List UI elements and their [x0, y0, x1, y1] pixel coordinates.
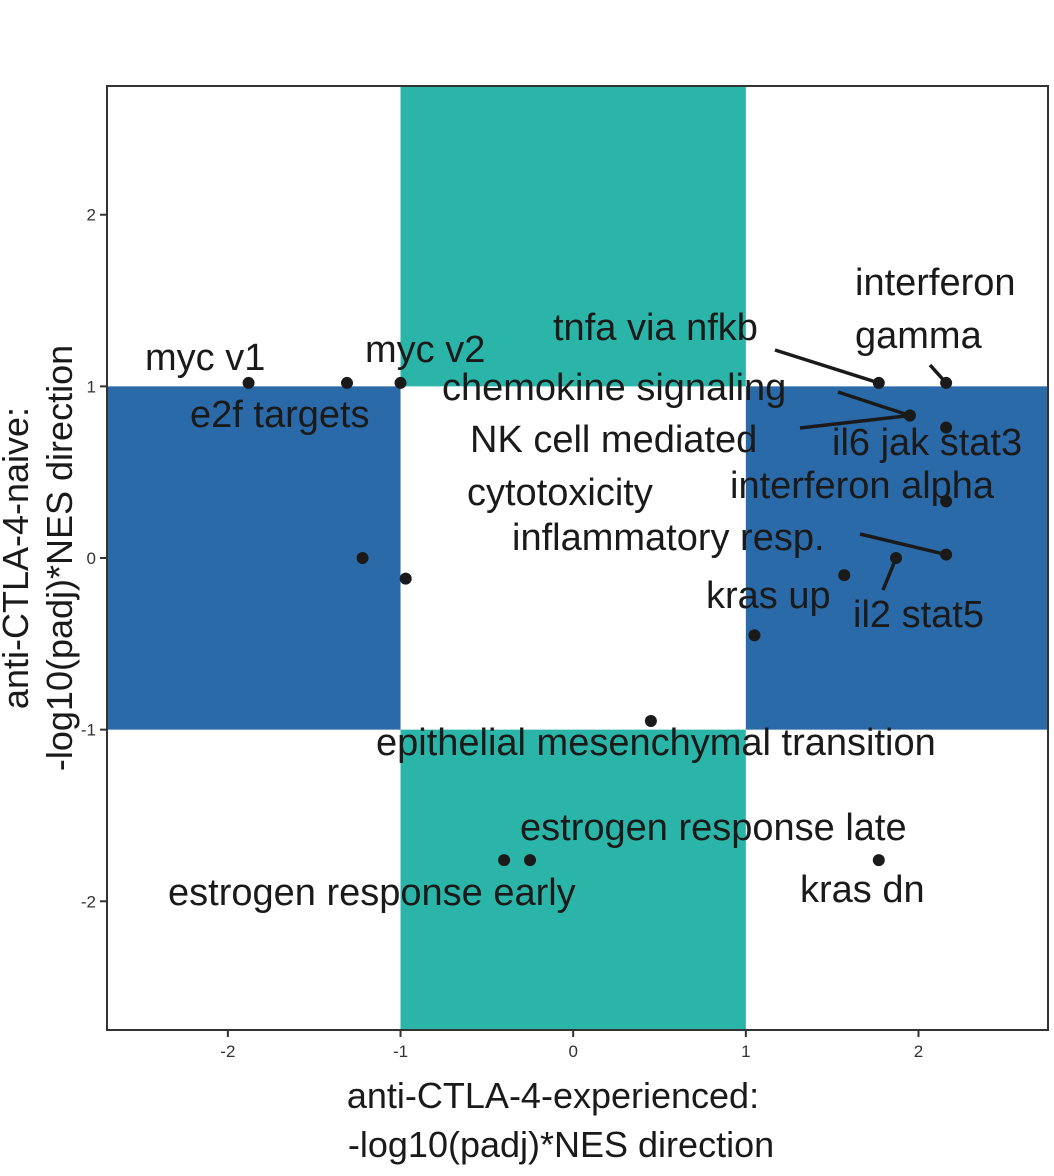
data-point: [903, 409, 916, 422]
data-point: [872, 854, 885, 867]
point-label-tnfa-via-nfkb: tnfa via nfkb: [553, 307, 758, 349]
point-label-estrogen-response-late: estrogen response late: [520, 807, 907, 849]
band-vertical-2: [400, 729, 746, 1030]
x-axis-title-line-1: anti-CTLA-4-experienced:: [347, 1075, 759, 1116]
point-label-il6-jak-stat3: il6 jak stat3: [832, 422, 1022, 464]
data-point: [940, 376, 953, 389]
y-axis-title: anti-CTLA-4-naive: -log10(padj)*NES dire…: [0, 345, 80, 771]
data-point: [940, 495, 953, 508]
point-label-kras-dn: kras dn: [800, 869, 925, 911]
data-point: [242, 376, 255, 389]
point-label-inflammatory-resp: inflammatory resp.: [512, 517, 825, 559]
y-tick-label: -2: [81, 892, 96, 911]
y-tick-label: 1: [87, 377, 96, 396]
x-tick-label: 0: [568, 1042, 577, 1061]
data-point: [524, 854, 537, 867]
data-point: [872, 376, 885, 389]
x-tick-label: 2: [914, 1042, 923, 1061]
label-connector: [859, 532, 947, 557]
point-label-estrogen-response-early: estrogen response early: [168, 872, 576, 914]
point-label-interferon-gamma-line-2: gamma: [855, 315, 983, 357]
point-label-nk-cell-mediated-cytotoxicity-line-2: cytotoxicity: [467, 472, 653, 514]
y-tick-label: 2: [87, 206, 96, 225]
label-connector: [774, 348, 880, 385]
point-label-epithelial-mesenchymal-transition: epithelial mesenchymal transition: [376, 722, 936, 764]
x-axis-ticks: -2 -1 0 1 2: [220, 1030, 923, 1061]
data-point: [394, 376, 407, 389]
point-label-myc-v1: myc v1: [145, 337, 265, 379]
point-label-interferon-alpha: interferon alpha: [730, 465, 995, 507]
data-point: [748, 629, 761, 642]
band-horizontal-3: [107, 386, 401, 730]
data-point: [399, 572, 412, 585]
y-axis-title-line-2: -log10(padj)*NES direction: [39, 345, 80, 771]
band-vertical-1: [400, 86, 746, 387]
label-connector: [837, 390, 911, 418]
y-tick-label: 0: [87, 549, 96, 568]
x-axis-title-line-2: -log10(padj)*NES direction: [348, 1124, 774, 1165]
point-label-kras-up: kras up: [706, 575, 831, 617]
point-label-nk-cell-mediated-cytotoxicity-line-1: NK cell mediated: [470, 419, 757, 461]
point-label-e2f-targets: e2f targets: [190, 394, 370, 436]
x-tick-label: -2: [220, 1042, 235, 1061]
point-label-layer: myc v1 e2f targets myc v2 tnfa via nfkb inte…: [145, 262, 1022, 914]
data-point: [340, 376, 353, 389]
y-axis-title-line-1: anti-CTLA-4-naive:: [0, 407, 36, 709]
data-point: [644, 715, 657, 728]
data-point: [890, 552, 903, 564]
data-point: [940, 548, 953, 561]
y-tick-label: -1: [81, 721, 96, 740]
data-point: [940, 421, 953, 434]
x-tick-label: -1: [393, 1042, 408, 1061]
band-layer: [107, 86, 1048, 1030]
y-axis-ticks: -2 -1 0 1 2: [81, 206, 107, 911]
point-label-myc-v2: myc v2: [365, 329, 485, 371]
point-label-interferon-gamma-line-1: interferon: [855, 262, 1016, 304]
label-connector: [799, 413, 911, 430]
point-label-il2-stat5: il2 stat5: [853, 594, 984, 636]
data-point: [356, 552, 369, 564]
data-point: [498, 854, 511, 867]
data-point: [838, 569, 851, 582]
x-tick-label: 1: [741, 1042, 750, 1061]
point-label-chemokine-signaling: chemokine signaling: [442, 367, 786, 409]
point-layer: [242, 376, 953, 867]
